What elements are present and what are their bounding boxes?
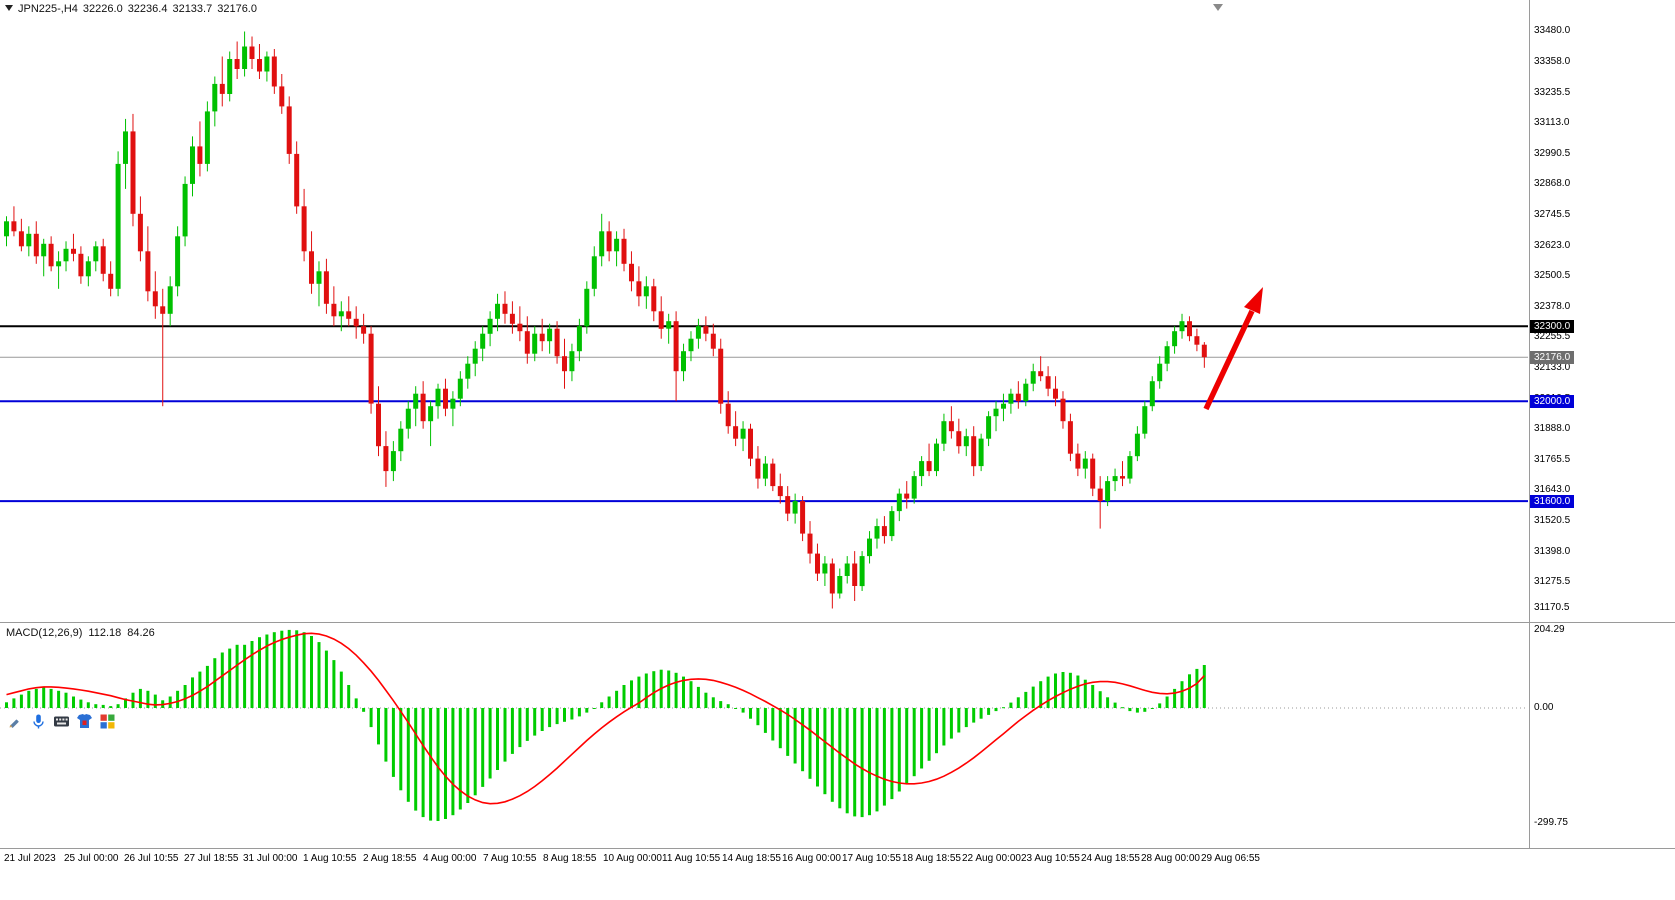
price-tick-label: 32990.5 — [1534, 148, 1571, 159]
price-tick-label: 31398.0 — [1534, 546, 1571, 557]
price-tick-label: 32745.5 — [1534, 209, 1571, 220]
price-tick-label: 31275.5 — [1534, 576, 1571, 587]
bullish-arrow-annotation — [1203, 287, 1263, 411]
price-badge-32300.0: 32300.0 — [1530, 320, 1575, 333]
time-label: 25 Jul 00:00 — [64, 853, 119, 864]
macd-signal-value: 84.26 — [127, 627, 155, 639]
chart-time-separator — [0, 848, 1675, 849]
macd-tick-label: -299.75 — [1534, 817, 1568, 828]
low-value: 32133.7 — [172, 3, 213, 15]
symbol-timeframe-label: JPN225-,H4 — [18, 3, 78, 15]
price-tick-label: 32133.0 — [1534, 362, 1571, 373]
price-tick-label: 32623.0 — [1534, 240, 1571, 251]
time-label: 18 Aug 18:55 — [902, 853, 961, 864]
time-label: 16 Aug 00:00 — [782, 853, 841, 864]
apps-grid-icon[interactable] — [99, 713, 116, 730]
time-label: 7 Aug 10:55 — [483, 853, 537, 864]
high-value: 32236.4 — [127, 3, 168, 15]
price-badge-32176.0: 32176.0 — [1530, 351, 1575, 364]
time-label: 28 Aug 00:00 — [1141, 853, 1200, 864]
price-tick-label: 33358.0 — [1534, 56, 1571, 67]
macd-tick-label: 204.29 — [1534, 624, 1565, 635]
time-label: 1 Aug 10:55 — [303, 853, 357, 864]
price-tick-label: 32868.0 — [1534, 178, 1571, 189]
price-badge-32000.0: 32000.0 — [1530, 395, 1575, 408]
macd-tick-label: 0.00 — [1534, 702, 1554, 713]
chart-shift-marker — [1213, 4, 1223, 11]
time-label: 31 Jul 00:00 — [243, 853, 298, 864]
price-tick-label: 33480.0 — [1534, 25, 1571, 36]
time-label: 17 Aug 10:55 — [842, 853, 901, 864]
price-tick-label: 33113.0 — [1534, 117, 1570, 128]
time-label: 14 Aug 18:55 — [722, 853, 781, 864]
price-badge-31600.0: 31600.0 — [1530, 495, 1575, 508]
price-tick-label: 31520.5 — [1534, 515, 1571, 526]
time-label: 29 Aug 06:55 — [1201, 853, 1260, 864]
price-tick-label: 31765.5 — [1534, 454, 1571, 465]
horizontal-level-lines — [0, 325, 1528, 503]
price-tick-label: 32378.0 — [1534, 301, 1571, 312]
price-tick-label: 31643.0 — [1534, 484, 1571, 495]
microphone-icon[interactable] — [30, 713, 47, 730]
time-label: 10 Aug 00:00 — [603, 853, 662, 864]
time-axis[interactable]: 21 Jul 2023 25 Jul 00:00 26 Jul 10:55 27 Ju… — [0, 849, 1675, 873]
macd-name: MACD(12,26,9) — [6, 627, 83, 639]
symbol-ohlc-header: JPN225-,H4 32226.0 32236.4 32133.7 32176.0 — [5, 3, 262, 15]
keyboard-icon[interactable] — [53, 713, 70, 730]
main-macd-separator[interactable] — [0, 622, 1675, 623]
time-label: 4 Aug 00:00 — [423, 853, 477, 864]
price-tick-label: 32500.5 — [1534, 270, 1571, 281]
time-label: 27 Jul 18:55 — [184, 853, 239, 864]
time-label: 24 Aug 18:55 — [1081, 853, 1140, 864]
symbol-dropdown-arrow-icon[interactable] — [5, 5, 13, 11]
close-value: 32176.0 — [217, 3, 257, 15]
price-tick-label: 33235.5 — [1534, 87, 1571, 98]
time-label: 11 Aug 10:55 — [662, 853, 721, 864]
candles — [4, 31, 1207, 609]
time-label: 2 Aug 18:55 — [363, 853, 417, 864]
macd-indicator-label: MACD(12,26,9) 112.18 84.26 — [6, 627, 161, 639]
macd-histogram — [5, 629, 1206, 821]
price-tick-label: 31170.5 — [1534, 602, 1570, 613]
time-label: 8 Aug 18:55 — [543, 853, 597, 864]
price-tick-label: 32255.5 — [1534, 331, 1571, 342]
time-label: 23 Aug 10:55 — [1021, 853, 1080, 864]
time-label: 26 Jul 10:55 — [124, 853, 179, 864]
macd-value: 112.18 — [88, 627, 122, 639]
open-value: 32226.0 — [82, 3, 123, 15]
macd-signal-line — [6, 632, 1205, 805]
tshirt-icon[interactable] — [76, 713, 93, 730]
overlay-icon-strip — [7, 713, 116, 730]
price-axis[interactable]: 33480.0 33358.0 33235.5 33113.0 32990.5 32868… — [1529, 0, 1675, 848]
pencil-icon[interactable] — [7, 713, 24, 730]
price-tick-label: 31888.0 — [1534, 423, 1571, 434]
time-label: 22 Aug 00:00 — [962, 853, 1021, 864]
time-label: 21 Jul 2023 — [4, 853, 56, 864]
